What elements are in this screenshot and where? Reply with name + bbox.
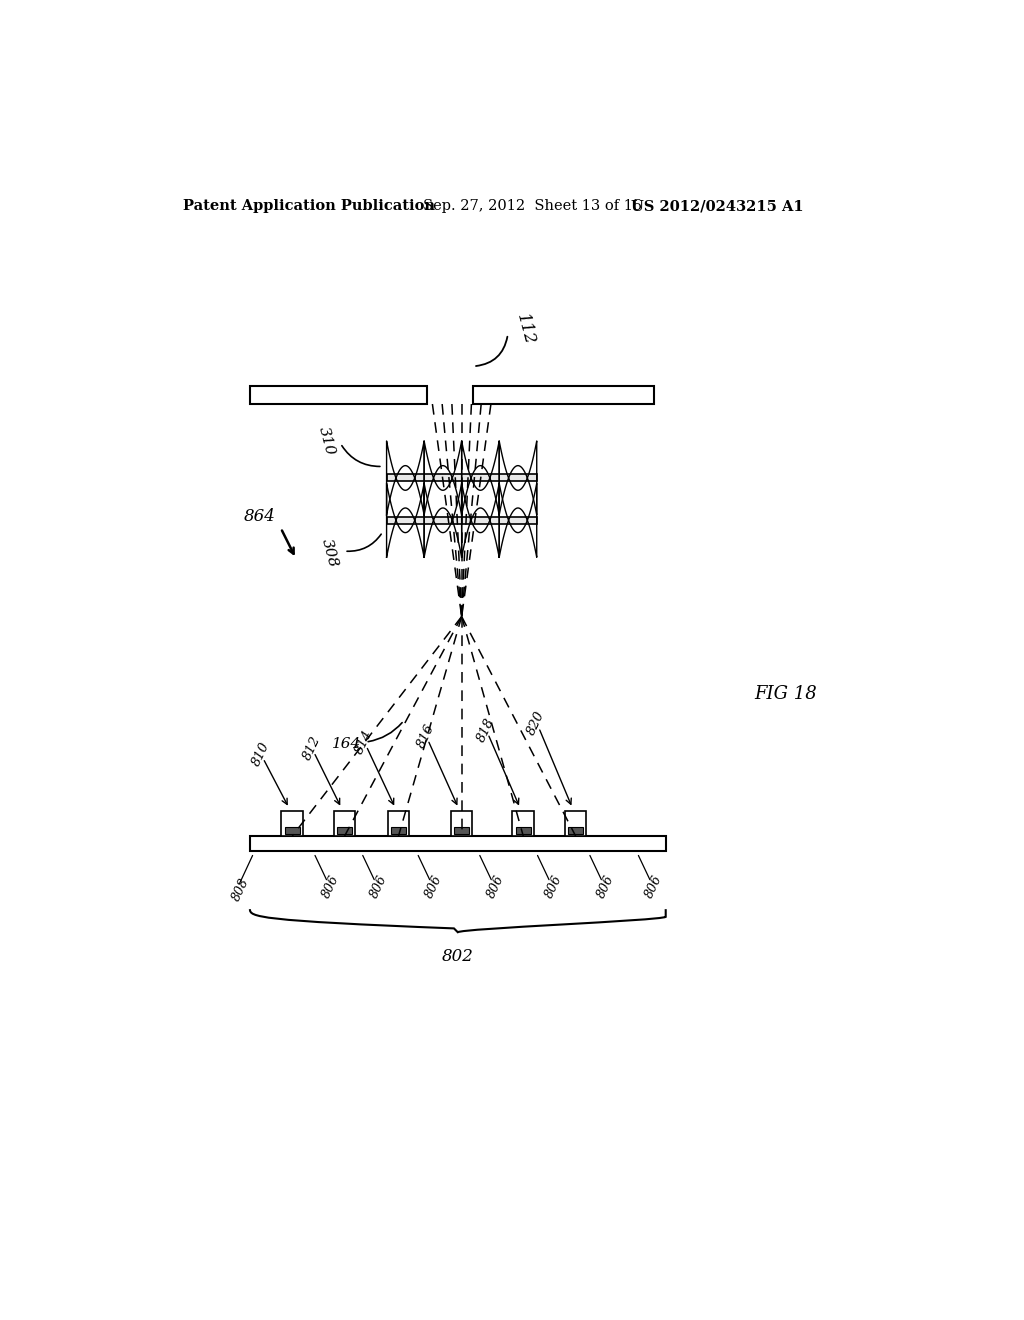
Text: 812: 812 bbox=[300, 734, 323, 763]
Text: 806: 806 bbox=[368, 874, 389, 900]
Text: 806: 806 bbox=[423, 874, 444, 900]
Bar bbox=[337, 826, 352, 834]
Text: 806: 806 bbox=[543, 874, 564, 900]
Text: Patent Application Publication: Patent Application Publication bbox=[183, 199, 435, 213]
Bar bbox=[515, 826, 531, 834]
Text: 818: 818 bbox=[474, 715, 497, 744]
Text: Sep. 27, 2012  Sheet 13 of 15: Sep. 27, 2012 Sheet 13 of 15 bbox=[423, 199, 642, 213]
Bar bbox=[568, 826, 584, 834]
Text: 308: 308 bbox=[319, 537, 340, 569]
Text: 806: 806 bbox=[643, 874, 666, 900]
Text: 814: 814 bbox=[352, 727, 375, 756]
Bar bbox=[387, 474, 537, 482]
Bar bbox=[388, 812, 410, 836]
Bar bbox=[387, 517, 537, 524]
Text: 810: 810 bbox=[250, 741, 272, 768]
Bar bbox=[250, 836, 666, 851]
Bar bbox=[285, 826, 300, 834]
Text: 820: 820 bbox=[525, 709, 548, 738]
Bar bbox=[451, 812, 472, 836]
Text: 164: 164 bbox=[333, 738, 361, 751]
Bar bbox=[473, 385, 654, 404]
Text: 802: 802 bbox=[442, 948, 474, 965]
Text: 816: 816 bbox=[415, 722, 436, 750]
Text: 310: 310 bbox=[315, 425, 337, 457]
Bar bbox=[512, 812, 535, 836]
Text: 112: 112 bbox=[513, 312, 538, 347]
Bar bbox=[454, 826, 469, 834]
Bar bbox=[282, 812, 303, 836]
Text: 808: 808 bbox=[229, 876, 252, 903]
Text: 806: 806 bbox=[484, 874, 507, 900]
Bar bbox=[334, 812, 355, 836]
Text: 864: 864 bbox=[244, 508, 275, 525]
Text: US 2012/0243215 A1: US 2012/0243215 A1 bbox=[631, 199, 804, 213]
Bar bbox=[250, 385, 427, 404]
Bar bbox=[565, 812, 587, 836]
Text: 806: 806 bbox=[595, 874, 616, 900]
Text: FIG 18: FIG 18 bbox=[755, 685, 817, 702]
Bar bbox=[391, 826, 407, 834]
Text: 806: 806 bbox=[319, 874, 342, 900]
